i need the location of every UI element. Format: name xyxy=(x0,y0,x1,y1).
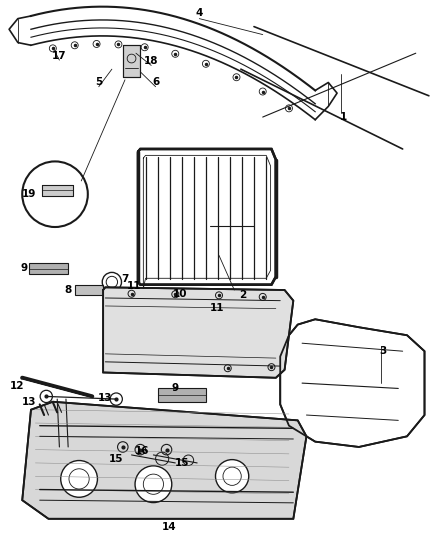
Text: 16: 16 xyxy=(135,446,150,456)
Text: 19: 19 xyxy=(21,189,36,199)
Text: 6: 6 xyxy=(152,77,159,87)
Text: 18: 18 xyxy=(144,56,159,66)
Text: 7: 7 xyxy=(121,274,129,284)
Text: 15: 15 xyxy=(175,458,189,468)
Text: 17: 17 xyxy=(52,51,67,61)
Text: 9: 9 xyxy=(21,263,28,273)
Text: 13: 13 xyxy=(98,393,113,403)
Text: 2: 2 xyxy=(240,290,247,300)
Text: 11: 11 xyxy=(209,303,224,312)
Polygon shape xyxy=(280,319,424,447)
Text: 12: 12 xyxy=(10,381,24,391)
Text: 13: 13 xyxy=(21,397,36,407)
Text: 14: 14 xyxy=(161,522,176,532)
Text: 4: 4 xyxy=(196,9,203,18)
Text: 5: 5 xyxy=(95,77,102,87)
Text: 9: 9 xyxy=(172,383,179,393)
Polygon shape xyxy=(123,45,140,77)
Polygon shape xyxy=(138,149,276,285)
Text: 3: 3 xyxy=(379,346,387,356)
Text: 11: 11 xyxy=(127,281,141,290)
Polygon shape xyxy=(42,185,73,196)
Text: 8: 8 xyxy=(64,285,72,295)
Circle shape xyxy=(215,459,249,493)
Text: 15: 15 xyxy=(109,454,124,464)
Text: 1: 1 xyxy=(340,112,347,122)
Text: 10: 10 xyxy=(173,289,187,298)
Polygon shape xyxy=(75,285,103,295)
Circle shape xyxy=(61,461,97,497)
Polygon shape xyxy=(29,263,68,274)
Circle shape xyxy=(135,466,172,503)
Polygon shape xyxy=(158,389,206,402)
Polygon shape xyxy=(22,402,307,519)
Polygon shape xyxy=(103,287,293,378)
